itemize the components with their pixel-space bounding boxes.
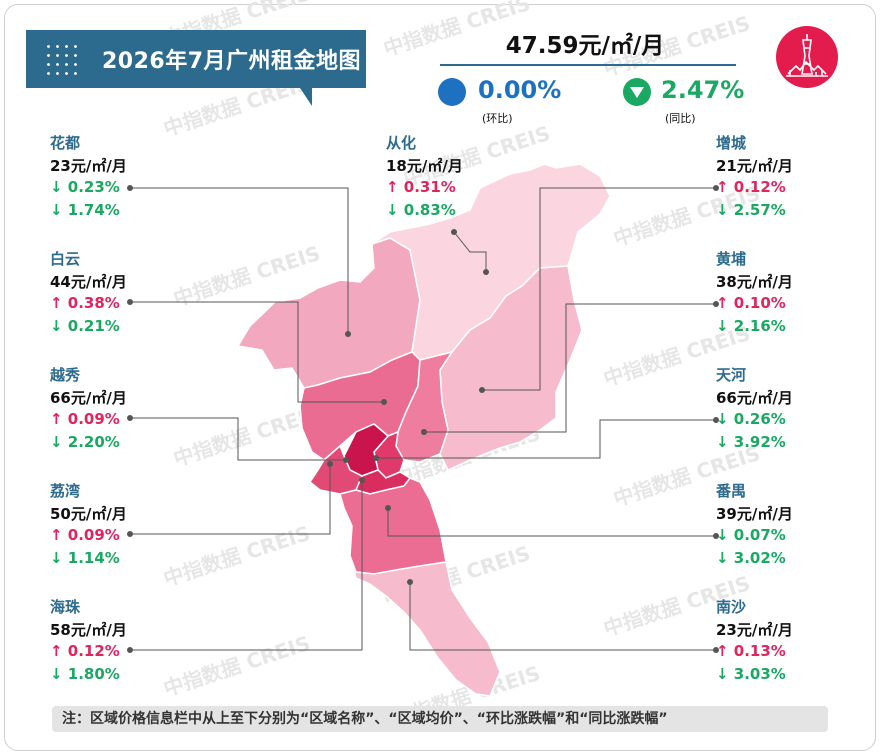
- district-name: 南沙: [716, 598, 747, 616]
- page-title: 2026年7月广州租金地图: [102, 49, 362, 74]
- district-yoy: ↓ 1.74%: [50, 201, 120, 219]
- district-card-huangpu: 黄埔 38元/㎡/月 ↑ 0.10% ↓ 2.16%: [716, 248, 866, 340]
- district-card-tianhe: 天河 66元/㎡/月 ↓ 0.26% ↓ 3.92%: [716, 364, 866, 456]
- district-name: 从化: [386, 134, 417, 152]
- district-card-liwan: 荔湾 50元/㎡/月 ↑ 0.09% ↓ 1.14%: [50, 480, 200, 572]
- district-card-conghua: 从化 18元/㎡/月 ↑ 0.31% ↓ 0.83%: [386, 132, 536, 224]
- district-name: 番禺: [716, 482, 747, 500]
- district-mom: ↑ 0.09%: [50, 526, 120, 544]
- mom-value: 0.00%: [478, 76, 562, 104]
- district-region-panyu[interactable]: [339, 477, 447, 575]
- district-mom: ↑ 0.12%: [50, 642, 120, 660]
- district-price: 38元/㎡/月: [716, 273, 793, 291]
- down-triangle-icon: [623, 78, 651, 106]
- footnote: 注：区域价格信息栏中从上至下分别为“区域名称”、“区域均价”、“环比涨跌幅”和“…: [52, 706, 828, 732]
- canton-tower-icon: [776, 26, 838, 88]
- district-card-haizhu: 海珠 58元/㎡/月 ↑ 0.12% ↓ 1.80%: [50, 596, 200, 688]
- mom-label: (环比): [482, 112, 513, 125]
- district-price: 66元/㎡/月: [716, 389, 793, 407]
- district-mom: ↑ 0.38%: [50, 294, 120, 312]
- district-region-huangpu[interactable]: [395, 350, 454, 463]
- district-name: 花都: [50, 134, 81, 152]
- district-yoy: ↓ 2.57%: [716, 201, 786, 219]
- district-card-yuexiu: 越秀 66元/㎡/月 ↑ 0.09% ↓ 2.20%: [50, 364, 200, 456]
- district-card-nansha: 南沙 23元/㎡/月 ↑ 0.13% ↓ 3.03%: [716, 596, 866, 688]
- district-price: 21元/㎡/月: [716, 157, 793, 175]
- district-yoy: ↓ 2.16%: [716, 317, 786, 335]
- district-mom: ↑ 0.13%: [716, 642, 786, 660]
- district-yoy: ↓ 2.20%: [50, 433, 120, 451]
- district-region-nansha[interactable]: [349, 555, 501, 697]
- district-price: 58元/㎡/月: [50, 621, 127, 639]
- district-mom: ↓ 0.23%: [50, 178, 120, 196]
- district-name: 天河: [716, 366, 747, 384]
- district-name: 白云: [50, 250, 81, 268]
- district-price: 39元/㎡/月: [716, 505, 793, 523]
- dots-decoration-icon: [44, 42, 80, 76]
- district-name: 海珠: [50, 598, 81, 616]
- district-yoy: ↓ 0.21%: [50, 317, 120, 335]
- district-region-zengcheng[interactable]: [439, 265, 583, 471]
- district-price: 66元/㎡/月: [50, 389, 127, 407]
- yoy-label: (同比): [665, 112, 696, 125]
- district-card-zengcheng: 增城 21元/㎡/月 ↑ 0.12% ↓ 2.57%: [716, 132, 866, 224]
- district-yoy: ↓ 0.83%: [386, 201, 456, 219]
- district-yoy: ↓ 3.03%: [716, 665, 786, 683]
- average-price: 47.59元/㎡/月: [505, 33, 665, 59]
- yoy-value: 2.47%: [661, 76, 745, 104]
- district-price: 23元/㎡/月: [50, 157, 127, 175]
- district-card-baiyun: 白云 44元/㎡/月 ↑ 0.38% ↓ 0.21%: [50, 248, 200, 340]
- district-name: 增城: [716, 134, 747, 152]
- district-yoy: ↓ 3.02%: [716, 549, 786, 567]
- district-price: 44元/㎡/月: [50, 273, 127, 291]
- district-yoy: ↓ 3.92%: [716, 433, 786, 451]
- district-price: 23元/㎡/月: [716, 621, 793, 639]
- district-card-panyu: 番禺 39元/㎡/月 ↓ 0.07% ↓ 3.02%: [716, 480, 866, 572]
- district-mom: ↓ 0.26%: [716, 410, 786, 428]
- title-banner: 2026年7月广州租金地图: [26, 30, 366, 88]
- district-price: 50元/㎡/月: [50, 505, 127, 523]
- district-name: 黄埔: [716, 250, 747, 268]
- district-yoy: ↓ 1.80%: [50, 665, 120, 683]
- summary-divider: [440, 64, 736, 66]
- title-banner-tab: [300, 88, 312, 106]
- district-mom: ↑ 0.31%: [386, 178, 456, 196]
- district-name: 越秀: [50, 366, 81, 384]
- district-mom: ↑ 0.09%: [50, 410, 120, 428]
- district-mom: ↑ 0.12%: [716, 178, 786, 196]
- district-yoy: ↓ 1.14%: [50, 549, 120, 567]
- district-mom: ↑ 0.10%: [716, 294, 786, 312]
- district-name: 荔湾: [50, 482, 81, 500]
- district-price: 18元/㎡/月: [386, 157, 463, 175]
- district-card-huadu: 花都 23元/㎡/月 ↓ 0.23% ↓ 1.74%: [50, 132, 200, 224]
- mom-flat-icon: [438, 78, 466, 106]
- district-mom: ↓ 0.07%: [716, 526, 786, 544]
